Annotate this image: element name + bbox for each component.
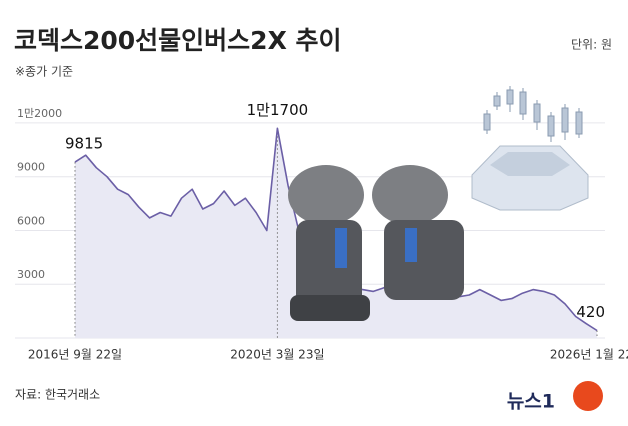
y-tick-label: 1만2000 <box>17 107 62 120</box>
y-tick-label: 9000 <box>17 161 45 174</box>
illustration <box>288 86 589 321</box>
area <box>75 128 597 338</box>
x-tick-label: 2026년 1월 22일 <box>550 348 628 362</box>
value-label: 9815 <box>65 135 103 153</box>
y-tick-label: 6000 <box>17 214 45 227</box>
note: ※종가 기준 <box>15 65 73 79</box>
source: 자료: 한국거래소 <box>15 388 100 402</box>
logo: 뉴스1 <box>507 381 603 413</box>
unit: 단위: 원 <box>571 38 612 52</box>
value-label: 1만1700 <box>247 101 309 119</box>
y-tick-label: 3000 <box>17 268 45 281</box>
value-label: 420 <box>576 303 605 321</box>
logo-text: 뉴스1 <box>507 391 555 413</box>
chart-title: 코덱스200선물인버스2X 추이 <box>14 26 342 55</box>
x-tick-label: 2016년 9월 22일 <box>28 348 122 362</box>
x-tick-label: 2020년 3월 23일 <box>230 348 324 362</box>
